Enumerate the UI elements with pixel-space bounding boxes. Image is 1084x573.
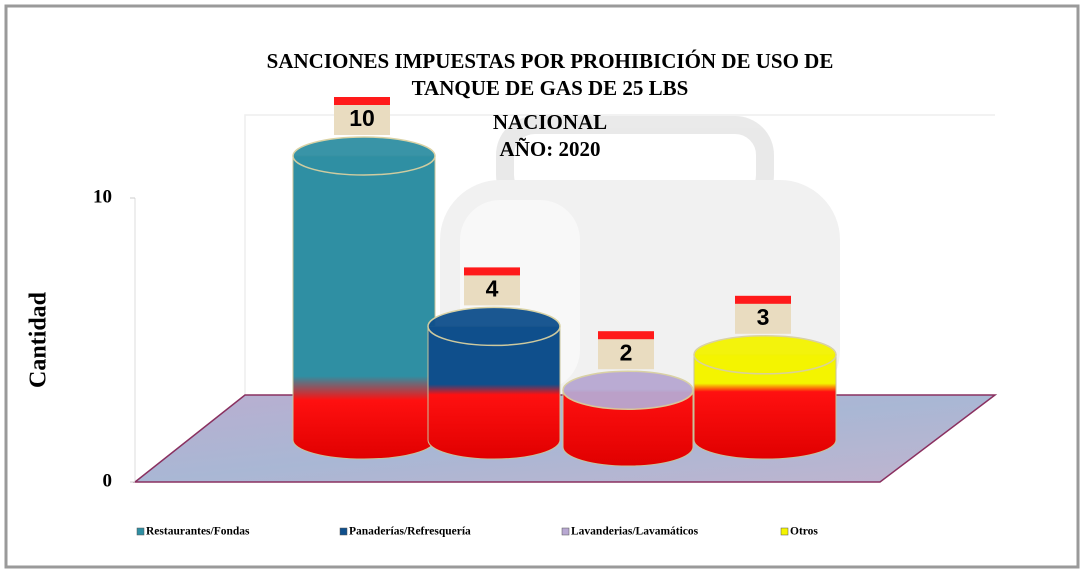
value-label: 2: [620, 339, 633, 365]
legend-swatch: [561, 527, 570, 536]
value-label: 10: [349, 105, 375, 131]
label-box: [464, 271, 520, 306]
label-box-top: [735, 295, 791, 304]
legend-label: Panaderías/Refresquería: [349, 526, 471, 538]
legend-swatch: [780, 527, 789, 536]
chart-subtitle: AÑO: 2020: [500, 137, 601, 161]
label-box: [598, 335, 654, 370]
label-box-top: [334, 97, 390, 105]
label-box: [334, 101, 390, 135]
y-tick-label: 0: [103, 470, 113, 491]
label-box-top: [464, 267, 520, 276]
legend-label: Lavanderias/Lavamáticos: [571, 526, 699, 538]
cylinder-top: [562, 370, 694, 410]
label-box: [735, 299, 791, 334]
chart-title: TANQUE DE GAS DE 25 LBS: [412, 76, 689, 100]
cylinder: [562, 389, 694, 467]
y-axis-title: Cantidad: [26, 291, 52, 388]
legend-swatch: [339, 527, 348, 536]
value-label: 3: [757, 304, 770, 330]
chart-title: SANCIONES IMPUESTAS POR PROHIBICIÓN DE U…: [267, 49, 834, 73]
chart-subtitle: NACIONAL: [493, 110, 607, 134]
value-label: 4: [486, 275, 499, 301]
y-tick-label: 10: [93, 186, 112, 207]
cylinder-top: [427, 306, 561, 347]
cylinder: [292, 155, 436, 460]
legend-swatch: [136, 527, 145, 536]
legend-label: Restaurantes/Fondas: [146, 526, 250, 538]
cylinder: [693, 354, 837, 460]
cylinder-top: [693, 335, 837, 375]
label-box-top: [598, 331, 654, 340]
cylinder-top: [292, 136, 436, 176]
legend-label: Otros: [790, 526, 818, 538]
cylinder: [427, 325, 561, 460]
